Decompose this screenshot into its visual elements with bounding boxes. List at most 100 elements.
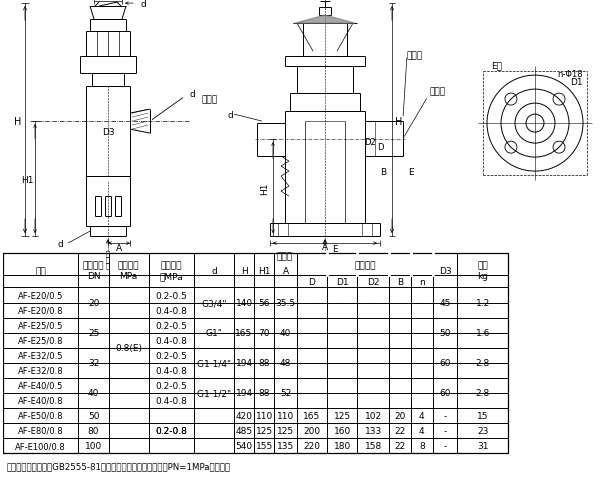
Text: -: - <box>340 329 344 337</box>
Text: 0.2-0.8: 0.2-0.8 <box>156 426 188 435</box>
Text: -: - <box>371 389 375 397</box>
Text: 50: 50 <box>88 411 99 420</box>
Text: 22: 22 <box>394 441 406 450</box>
Text: H1: H1 <box>21 175 33 184</box>
Text: 4: 4 <box>419 426 424 435</box>
Text: -: - <box>398 359 401 367</box>
Text: H1: H1 <box>258 266 270 275</box>
Text: -: - <box>420 389 423 397</box>
Text: 102: 102 <box>365 411 382 420</box>
Text: -: - <box>398 329 401 337</box>
Text: AF-E100/0.8: AF-E100/0.8 <box>15 441 66 450</box>
Text: A: A <box>282 266 288 275</box>
Text: AF-E50/0.8: AF-E50/0.8 <box>18 411 63 420</box>
Text: n-Φ18: n-Φ18 <box>557 70 583 78</box>
Text: 0.2-0.5: 0.2-0.5 <box>156 321 188 330</box>
Text: n: n <box>419 277 425 287</box>
Text: 1.6: 1.6 <box>475 329 490 337</box>
Text: 50: 50 <box>439 329 451 337</box>
Text: 180: 180 <box>334 441 351 450</box>
Text: 重量
kg: 重量 kg <box>477 261 488 281</box>
Text: -: - <box>444 411 447 420</box>
Text: 158: 158 <box>365 441 382 450</box>
Text: B: B <box>380 167 386 176</box>
Text: 0.4-0.8: 0.4-0.8 <box>156 306 188 315</box>
Text: 540: 540 <box>236 441 252 450</box>
Text: G1": G1" <box>206 329 222 337</box>
Text: 0.4-0.8: 0.4-0.8 <box>156 366 188 375</box>
Text: 135: 135 <box>277 441 294 450</box>
Text: -: - <box>310 299 314 307</box>
Text: -: - <box>371 329 375 337</box>
Text: -: - <box>420 299 423 307</box>
Text: 8: 8 <box>419 441 425 450</box>
Text: 80: 80 <box>88 426 99 435</box>
Text: AF-E25/0.5: AF-E25/0.5 <box>18 321 63 330</box>
Text: 0.4-0.8: 0.4-0.8 <box>156 396 188 405</box>
Text: -: - <box>444 441 447 450</box>
Text: 工作压力
级MPa: 工作压力 级MPa <box>159 261 183 281</box>
Text: 35.5: 35.5 <box>276 299 296 307</box>
Text: 公称压力
MPa: 公称压力 MPa <box>118 261 139 281</box>
Text: 31: 31 <box>477 441 489 450</box>
Text: 52: 52 <box>280 389 291 397</box>
Text: D1: D1 <box>570 77 583 87</box>
Text: 2.8: 2.8 <box>475 389 490 397</box>
Text: 0.2-0.5: 0.2-0.5 <box>156 381 188 390</box>
Text: 0.2-0.5: 0.2-0.5 <box>156 291 188 300</box>
Text: d: d <box>189 90 195 98</box>
Text: E向: E向 <box>491 61 502 71</box>
Text: 88: 88 <box>258 389 270 397</box>
Text: E: E <box>408 167 414 176</box>
Text: 125: 125 <box>256 426 273 435</box>
Text: d: d <box>211 266 217 275</box>
Text: 回油口: 回油口 <box>407 51 423 60</box>
Text: -: - <box>340 359 344 367</box>
Text: 口: 口 <box>106 250 110 257</box>
Text: 0.2-0.8: 0.2-0.8 <box>156 426 188 435</box>
Text: E: E <box>332 244 338 253</box>
Text: H1: H1 <box>260 182 269 195</box>
Text: 165: 165 <box>304 411 320 420</box>
Text: H: H <box>14 117 22 127</box>
Text: D2: D2 <box>367 277 379 287</box>
Text: 48: 48 <box>280 359 291 367</box>
Text: d: d <box>57 239 63 248</box>
Text: -: - <box>340 299 344 307</box>
Text: 110: 110 <box>277 411 294 420</box>
Text: -: - <box>398 299 401 307</box>
Text: 回油口: 回油口 <box>202 95 218 105</box>
Text: 22: 22 <box>394 426 406 435</box>
Text: 70: 70 <box>258 329 270 337</box>
Text: D: D <box>377 142 383 151</box>
Text: 2.8: 2.8 <box>475 359 490 367</box>
Text: H: H <box>395 117 403 127</box>
Text: 排: 排 <box>106 262 110 269</box>
Text: 进: 进 <box>106 256 110 263</box>
Text: AF-E20/0.8: AF-E20/0.8 <box>18 306 63 315</box>
Text: -: - <box>310 329 314 337</box>
Text: 15: 15 <box>477 411 489 420</box>
Text: 回油口: 回油口 <box>430 88 446 96</box>
Text: B: B <box>397 277 403 287</box>
Text: 155: 155 <box>256 441 273 450</box>
Text: 进油口: 进油口 <box>277 252 293 261</box>
Text: 公称通径
DN: 公称通径 DN <box>83 261 105 281</box>
Text: 165: 165 <box>236 329 252 337</box>
Text: D1: D1 <box>336 277 349 287</box>
Text: 160: 160 <box>334 426 351 435</box>
Text: -: - <box>371 299 375 307</box>
Text: G1 1/4": G1 1/4" <box>197 359 231 367</box>
Text: 125: 125 <box>334 411 350 420</box>
Text: 注：法兰连接尺寸按GB2555-81《一般用途管法兰连接尺寸》PN=1MPa的规定。: 注：法兰连接尺寸按GB2555-81《一般用途管法兰连接尺寸》PN=1MPa的规… <box>7 461 231 470</box>
Text: AF-E20/0.5: AF-E20/0.5 <box>18 291 63 300</box>
Text: -: - <box>444 426 447 435</box>
Text: 0.2-0.5: 0.2-0.5 <box>156 351 188 360</box>
Text: 140: 140 <box>236 299 252 307</box>
Text: 20: 20 <box>88 299 99 307</box>
Text: -: - <box>420 329 423 337</box>
Text: 133: 133 <box>365 426 382 435</box>
Text: AF-E80/0.8: AF-E80/0.8 <box>18 426 64 435</box>
Text: 20: 20 <box>394 411 406 420</box>
Text: 100: 100 <box>85 441 102 450</box>
